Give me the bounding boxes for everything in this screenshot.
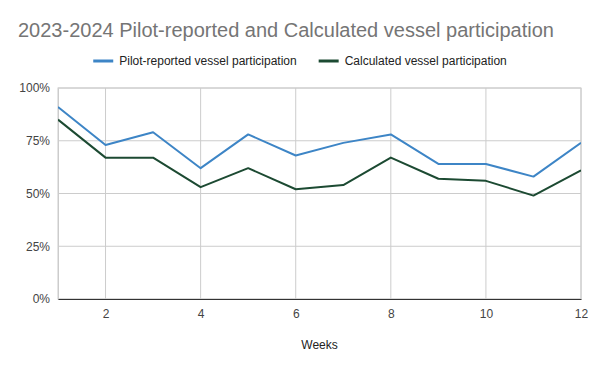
series-line [58,120,581,196]
y-axis: 0% 25% 50% 75% 100% [19,81,58,306]
series-lines [58,107,581,196]
grid-line [58,140,581,141]
x-tick: 2 [103,299,110,321]
chart: 0% 25% 50% 75% 100% 2 4 6 8 10 12 2023-2024 Pilot-r… [0,0,600,371]
legend-label: Pilot-reported vessel participation [119,54,296,68]
x-tick-label: 12 [575,307,589,321]
x-tick-label: 10 [480,307,494,321]
plot-frame [58,88,581,299]
legend-label: Calculated vessel participation [345,54,507,68]
x-tick-label: 6 [293,307,300,321]
legend-item: Pilot-reported vessel participation [93,54,296,68]
x-tick-label: 2 [103,307,110,321]
y-tick: 100% [19,81,58,95]
series-line [58,107,581,177]
x-tick: 6 [293,299,300,321]
y-tick-label: 75% [26,134,50,148]
x-tick: 8 [388,299,395,321]
y-tick-label: 50% [26,187,50,201]
grid-line [58,246,581,247]
y-tick-label: 100% [19,81,50,95]
x-tick-label: 8 [388,307,395,321]
grid-line [485,88,486,299]
legend-symbol [319,60,339,63]
y-tick: 50% [26,187,58,201]
x-tick-label: 4 [198,307,205,321]
legend-item: Calculated vessel participation [319,54,507,68]
grid-line [295,88,296,299]
plot: 0% 25% 50% 75% 100% 2 4 6 8 10 12 [19,81,588,320]
title: 2023-2024 Pilot-reported and Calculated … [18,19,554,41]
x-tick: 10 [480,299,494,321]
x-axis-line [59,299,582,300]
grid [58,88,581,299]
legend-symbol [93,60,113,63]
grid-line [58,193,581,194]
y-tick-label: 25% [26,240,50,254]
x-axis-title: Weeks [301,338,337,352]
background [0,0,600,371]
grid-line [105,88,106,299]
y-tick-label: 0% [33,292,51,306]
y-tick: 0% [33,292,58,306]
x-tick: 12 [575,299,589,321]
x-tick: 4 [198,299,205,321]
grid-line [200,88,201,299]
y-tick: 25% [26,240,58,254]
y-tick: 75% [26,134,58,148]
x-axis: 2 4 6 8 10 12 [59,299,589,321]
grid-line [390,88,391,299]
legend: Pilot-reported vessel participation Calcu… [93,54,507,68]
